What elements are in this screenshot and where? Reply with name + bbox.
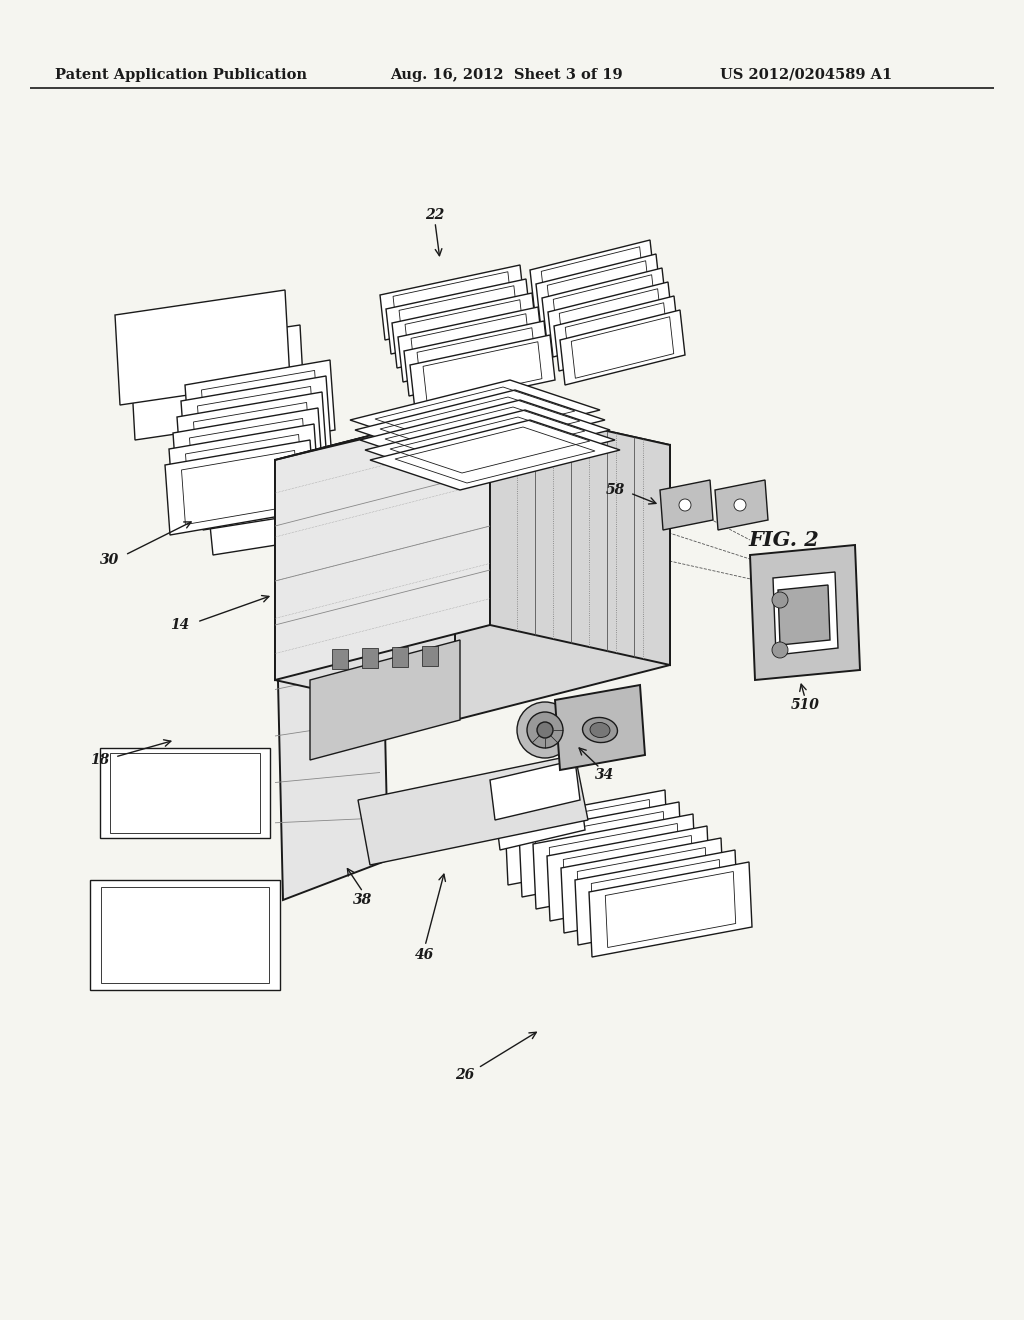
Polygon shape	[560, 310, 685, 385]
Polygon shape	[275, 459, 455, 719]
Polygon shape	[210, 510, 308, 554]
Polygon shape	[392, 647, 408, 667]
Polygon shape	[275, 510, 388, 900]
Polygon shape	[555, 685, 645, 770]
Polygon shape	[750, 545, 860, 680]
Polygon shape	[455, 445, 670, 719]
Polygon shape	[358, 755, 588, 865]
Polygon shape	[490, 405, 670, 665]
Text: 22: 22	[425, 209, 444, 222]
Circle shape	[517, 702, 573, 758]
Polygon shape	[360, 400, 610, 470]
Polygon shape	[505, 789, 668, 884]
Polygon shape	[362, 648, 378, 668]
Text: Aug. 16, 2012  Sheet 3 of 19: Aug. 16, 2012 Sheet 3 of 19	[390, 69, 623, 82]
Polygon shape	[589, 862, 752, 957]
Text: 38: 38	[353, 894, 373, 907]
Polygon shape	[332, 649, 348, 669]
Circle shape	[772, 591, 788, 609]
Polygon shape	[130, 325, 305, 440]
Polygon shape	[380, 265, 525, 341]
Polygon shape	[410, 335, 555, 411]
Text: US 2012/0204589 A1: US 2012/0204589 A1	[720, 69, 892, 82]
Polygon shape	[275, 405, 670, 500]
Circle shape	[734, 499, 746, 511]
Polygon shape	[773, 572, 838, 655]
Polygon shape	[495, 789, 585, 850]
Ellipse shape	[590, 722, 610, 738]
Polygon shape	[575, 850, 738, 945]
Polygon shape	[200, 484, 298, 531]
Polygon shape	[554, 296, 679, 371]
Polygon shape	[181, 376, 331, 471]
Polygon shape	[547, 826, 710, 921]
Polygon shape	[542, 268, 667, 343]
Polygon shape	[90, 880, 280, 990]
Text: Patent Application Publication: Patent Application Publication	[55, 69, 307, 82]
Polygon shape	[519, 803, 682, 898]
Polygon shape	[778, 585, 830, 645]
Polygon shape	[275, 395, 500, 459]
Polygon shape	[398, 308, 543, 381]
Text: 46: 46	[416, 948, 434, 962]
Polygon shape	[177, 392, 327, 487]
Polygon shape	[404, 321, 549, 396]
Ellipse shape	[583, 718, 617, 743]
Text: 510: 510	[791, 698, 819, 711]
Polygon shape	[173, 408, 323, 503]
Text: 14: 14	[170, 618, 189, 632]
Polygon shape	[355, 389, 605, 459]
Polygon shape	[715, 480, 768, 531]
Text: FIG. 2: FIG. 2	[748, 531, 819, 550]
Polygon shape	[100, 748, 270, 838]
Polygon shape	[422, 645, 438, 667]
Polygon shape	[169, 424, 319, 519]
Polygon shape	[350, 380, 600, 450]
Polygon shape	[370, 420, 620, 490]
Text: 18: 18	[90, 752, 110, 767]
Circle shape	[527, 711, 563, 748]
Circle shape	[772, 642, 788, 657]
Text: 26: 26	[456, 1068, 475, 1082]
Polygon shape	[660, 480, 713, 531]
Polygon shape	[548, 282, 673, 356]
Text: 30: 30	[100, 553, 120, 568]
Circle shape	[537, 722, 553, 738]
Text: 34: 34	[595, 768, 614, 781]
Polygon shape	[392, 293, 537, 368]
Polygon shape	[275, 405, 490, 680]
Polygon shape	[536, 253, 662, 329]
Polygon shape	[386, 279, 531, 354]
Polygon shape	[490, 760, 580, 820]
Polygon shape	[365, 411, 615, 480]
Polygon shape	[561, 838, 724, 933]
Polygon shape	[165, 440, 315, 535]
Polygon shape	[115, 290, 290, 405]
Polygon shape	[530, 240, 655, 315]
Polygon shape	[185, 360, 335, 455]
Circle shape	[679, 499, 691, 511]
Polygon shape	[534, 814, 696, 909]
Text: 58: 58	[605, 483, 625, 498]
Polygon shape	[310, 640, 460, 760]
